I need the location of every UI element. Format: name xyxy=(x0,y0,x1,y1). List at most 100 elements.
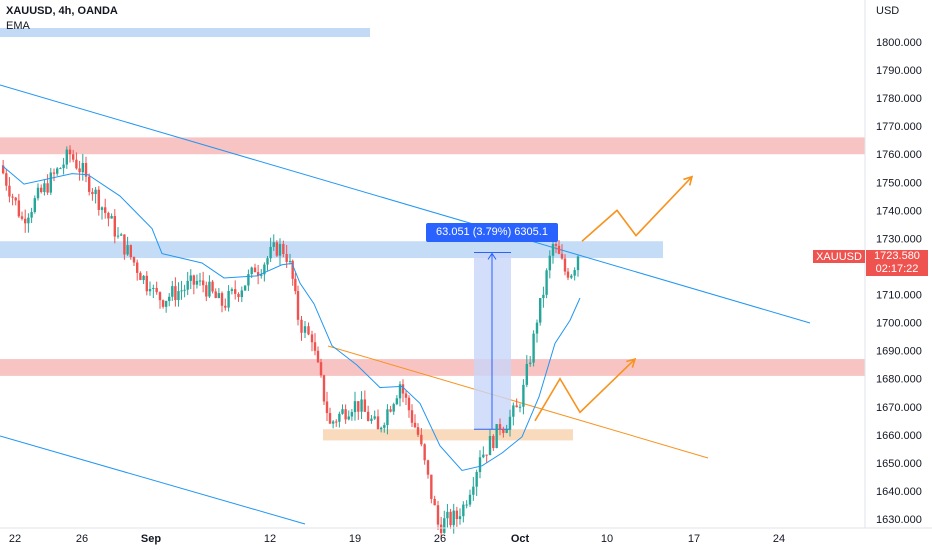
ema-indicator-label[interactable]: EMA xyxy=(6,20,30,32)
candle-body xyxy=(436,505,440,525)
zone-support-orange xyxy=(323,429,573,441)
candle-body xyxy=(370,418,373,421)
candle-body xyxy=(338,413,341,422)
candle-body xyxy=(439,524,443,533)
candle-body xyxy=(502,429,505,433)
candle-body xyxy=(126,245,129,255)
candle-body xyxy=(168,296,171,301)
candle-body xyxy=(33,198,36,212)
bar-countdown-tag: 02:17:22 xyxy=(866,263,928,276)
candle-body xyxy=(30,211,33,218)
candle-body xyxy=(201,280,205,286)
candle-body xyxy=(420,434,423,445)
last-price-tag: 1723.580 xyxy=(866,250,928,263)
candle-body xyxy=(366,411,370,421)
candle-body xyxy=(404,393,408,398)
candle-body xyxy=(139,272,142,281)
candle-body xyxy=(386,409,389,426)
candle-body xyxy=(518,406,522,408)
candle-body xyxy=(253,267,257,273)
candle-body xyxy=(492,435,495,449)
candle-body xyxy=(505,429,508,433)
price-tick-label: 1690.000 xyxy=(876,346,922,358)
candle-body xyxy=(214,291,217,298)
candle-body xyxy=(97,189,100,210)
candle-body xyxy=(363,399,367,412)
candle-body xyxy=(68,149,72,155)
price-tick-label: 1740.000 xyxy=(876,205,922,217)
candle-body xyxy=(220,293,224,306)
candle-body xyxy=(180,290,183,292)
candle-body xyxy=(113,216,116,237)
candle-body xyxy=(243,285,247,291)
candle-body xyxy=(525,363,528,385)
time-tick-label: 22 xyxy=(9,533,21,545)
candle-body xyxy=(566,271,570,278)
candle-body xyxy=(551,244,555,256)
candle-body xyxy=(189,275,192,281)
candle-body xyxy=(316,350,320,363)
time-tick-label: 19 xyxy=(349,533,361,545)
candle-body xyxy=(247,274,250,286)
candle-body xyxy=(272,242,275,247)
candle-body xyxy=(237,293,240,298)
candle-body xyxy=(81,162,84,173)
candle-body xyxy=(353,401,357,413)
candle-body xyxy=(322,375,326,402)
candle-body xyxy=(350,412,354,417)
symbol-tag-bg xyxy=(813,250,865,263)
candle-body xyxy=(52,172,56,174)
price-tick-label: 1800.000 xyxy=(876,37,922,49)
candle-body xyxy=(563,258,567,272)
candle-body xyxy=(398,384,402,399)
candle-body xyxy=(27,217,30,224)
candle-body xyxy=(294,278,297,292)
candle-body xyxy=(545,270,548,295)
candle-body xyxy=(522,384,525,407)
candle-body xyxy=(465,504,468,506)
zones-layer xyxy=(0,28,865,441)
time-tick-label: Sep xyxy=(141,533,161,545)
candle-body xyxy=(183,289,186,291)
time-tick-label: 12 xyxy=(264,533,276,545)
trendlines-layer xyxy=(0,84,811,525)
price-tick-label: 1760.000 xyxy=(876,149,922,161)
candle-body xyxy=(482,454,485,458)
candle-body xyxy=(303,326,307,333)
candle-body xyxy=(539,298,542,323)
candle-body xyxy=(389,409,392,412)
candle-body xyxy=(120,234,123,236)
candle-body xyxy=(278,244,282,256)
candle-body xyxy=(331,421,335,424)
candle-body xyxy=(208,281,211,297)
candle-body xyxy=(401,384,405,394)
candle-body xyxy=(557,245,561,254)
candle-body xyxy=(407,397,411,411)
candle-body xyxy=(344,409,347,420)
candle-body xyxy=(5,173,8,186)
measure-layer xyxy=(474,251,511,430)
price-tick-label: 1750.000 xyxy=(876,177,922,189)
candle-body xyxy=(195,280,199,285)
time-tick-label: 26 xyxy=(434,533,446,545)
price-tick-label: 1700.000 xyxy=(876,318,922,330)
candle-body xyxy=(260,274,263,276)
candle-body xyxy=(36,187,40,199)
candle-body xyxy=(328,413,332,424)
candle-body xyxy=(310,334,314,343)
price-tick-label: 1660.000 xyxy=(876,430,922,442)
candle-body xyxy=(288,260,292,262)
price-tick-label: 1730.000 xyxy=(876,233,922,245)
candle-body xyxy=(319,362,323,376)
candle-body xyxy=(383,425,386,428)
candle-body xyxy=(347,416,350,420)
candle-body xyxy=(495,424,498,449)
chart-title: XAUUSD, 4h, OANDA xyxy=(6,5,118,17)
candle-body xyxy=(158,292,162,301)
price-unit-label: USD xyxy=(876,5,900,17)
candle-body xyxy=(325,401,329,414)
candle-body xyxy=(313,342,317,351)
candle-body xyxy=(285,254,288,262)
